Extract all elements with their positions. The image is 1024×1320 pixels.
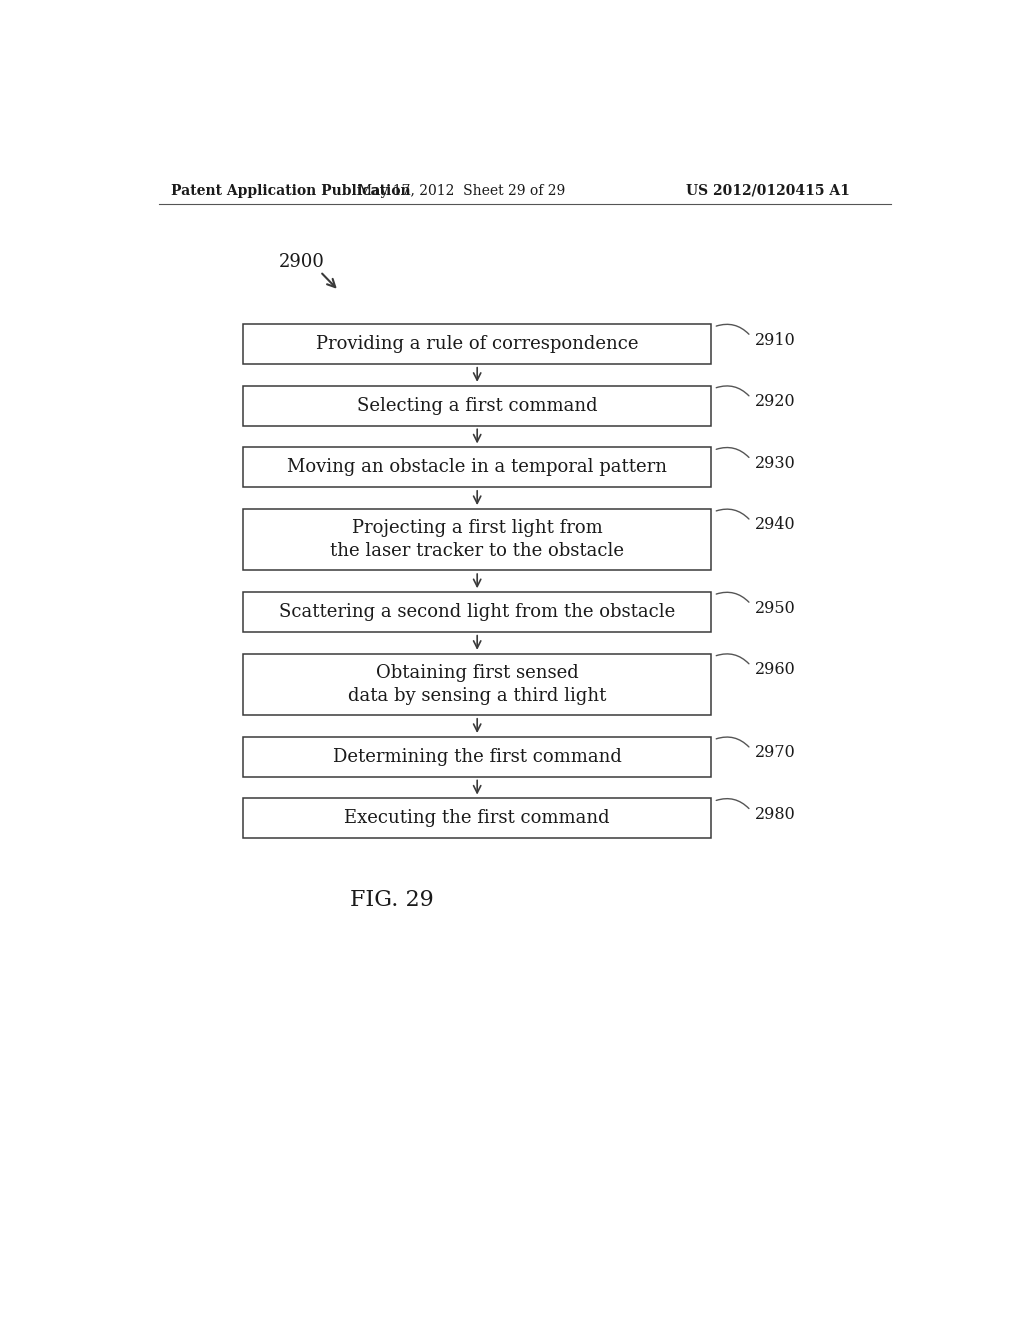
Text: Selecting a first command: Selecting a first command <box>357 396 597 414</box>
Bar <box>243 737 712 776</box>
Bar <box>243 653 712 715</box>
Bar <box>243 323 712 364</box>
Text: 2930: 2930 <box>755 455 796 471</box>
Text: 2940: 2940 <box>755 516 796 533</box>
Text: 2920: 2920 <box>755 393 796 411</box>
Bar <box>243 591 712 632</box>
Text: May 17, 2012  Sheet 29 of 29: May 17, 2012 Sheet 29 of 29 <box>357 183 565 198</box>
Text: Patent Application Publication: Patent Application Publication <box>171 183 411 198</box>
Text: Providing a rule of correspondence: Providing a rule of correspondence <box>316 335 638 352</box>
Text: US 2012/0120415 A1: US 2012/0120415 A1 <box>686 183 850 198</box>
Text: Moving an obstacle in a temporal pattern: Moving an obstacle in a temporal pattern <box>287 458 668 477</box>
Text: 2900: 2900 <box>280 253 325 272</box>
Bar <box>243 799 712 838</box>
Text: 2960: 2960 <box>755 661 796 678</box>
Text: Executing the first command: Executing the first command <box>344 809 610 828</box>
Text: Determining the first command: Determining the first command <box>333 747 622 766</box>
Text: 2970: 2970 <box>755 744 796 762</box>
Text: Obtaining first sensed
data by sensing a third light: Obtaining first sensed data by sensing a… <box>348 664 606 705</box>
Bar <box>243 447 712 487</box>
Text: FIG. 29: FIG. 29 <box>349 888 433 911</box>
Text: 2910: 2910 <box>755 331 796 348</box>
Text: 2950: 2950 <box>755 599 796 616</box>
Bar <box>243 385 712 425</box>
Text: Scattering a second light from the obstacle: Scattering a second light from the obsta… <box>280 603 675 620</box>
Text: 2980: 2980 <box>755 807 796 822</box>
Bar <box>243 508 712 570</box>
Text: Projecting a first light from
the laser tracker to the obstacle: Projecting a first light from the laser … <box>330 519 625 561</box>
